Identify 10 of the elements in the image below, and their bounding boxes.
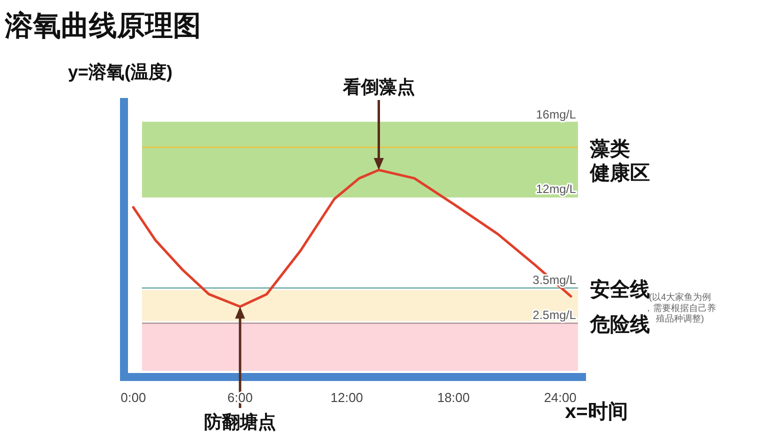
x-tick-label: 18:00 [437, 390, 470, 405]
ref-line-label: 2.5mg/L [532, 308, 576, 322]
band-label: 藻类健康区 [589, 138, 650, 185]
y-axis-title: y=溶氧(温度) [68, 62, 173, 82]
text: 危险线 [589, 314, 650, 336]
chart-title: 溶氧曲线原理图 [4, 10, 201, 41]
ref-line-label: 12mg/L [536, 182, 576, 196]
ref-line-label: 16mg/L [536, 107, 576, 122]
x-tick-label: 0:00 [120, 390, 146, 405]
x-tick-label: 12:00 [330, 390, 364, 405]
